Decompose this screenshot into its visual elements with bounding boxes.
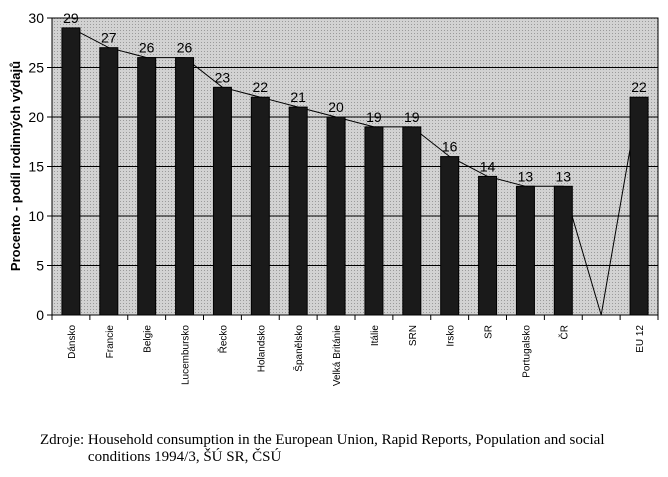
y-tick-label: 25: [28, 60, 44, 76]
data-label: 29: [63, 10, 79, 26]
bar: [402, 126, 422, 316]
y-axis-label: Procento - podíl rodinných výdajů: [8, 61, 23, 271]
y-axis: 0 5 10 15 20 25 30: [28, 10, 52, 323]
bars: 29 27 26 26 23 22 21 20 19 19 16 14 13 13 22: [61, 10, 649, 316]
bar: [515, 185, 535, 316]
bar: [553, 185, 573, 316]
y-tick-label: 0: [36, 307, 44, 323]
y-tick-label: 10: [28, 208, 44, 224]
x-tick-label: Velká Británie: [332, 325, 343, 387]
data-label: 20: [328, 99, 344, 115]
x-tick-label: Itálie: [370, 325, 381, 347]
bar: [137, 57, 157, 316]
source-label: Zdroje:: [40, 432, 85, 448]
source-text: Household consumption in the European Un…: [87, 432, 605, 465]
data-label: 22: [631, 79, 647, 95]
x-tick-label: SR: [484, 325, 495, 339]
data-label: 22: [253, 79, 269, 95]
data-label: 26: [139, 40, 155, 56]
bar: [250, 96, 270, 316]
x-tick-label: Francie: [105, 325, 116, 359]
x-tick-label: Řecko: [216, 325, 229, 354]
bar: [440, 156, 460, 316]
x-axis: Dánsko Francie Belgie Lucembursko Řecko Holan…: [51, 315, 659, 387]
x-tick-label: Irsko: [446, 325, 457, 347]
x-tick-label: Lucembursko: [181, 325, 192, 385]
bar: [629, 96, 649, 316]
data-label: 19: [366, 109, 382, 125]
bar: [61, 27, 81, 316]
data-label: 23: [215, 69, 231, 85]
bar: [478, 175, 498, 316]
x-tick-label: Dánsko: [67, 325, 78, 359]
x-tick-label: EU 12: [635, 325, 646, 353]
data-label: 13: [556, 168, 572, 184]
y-tick-label: 20: [28, 109, 44, 125]
data-label: 13: [518, 168, 534, 184]
bar: [212, 86, 232, 316]
data-label: 27: [101, 30, 117, 46]
y-tick-label: 30: [28, 10, 44, 26]
data-label: 14: [480, 158, 496, 174]
connector-line: [70, 27, 640, 316]
data-label: 26: [177, 40, 193, 56]
x-tick-label: Španělsko: [292, 325, 305, 372]
series-line: [70, 27, 640, 316]
bar: [288, 106, 308, 316]
x-tick-label: ČR: [557, 325, 570, 339]
source-note: Zdroje: Household consumption in the Eur…: [40, 432, 660, 466]
x-tick-label: SRN: [408, 325, 419, 346]
data-label: 21: [290, 89, 306, 105]
bar: [175, 57, 195, 316]
x-tick-label: Belgie: [143, 325, 154, 353]
data-label: 19: [404, 109, 420, 125]
bar: [364, 126, 384, 316]
x-tick-label: Holandsko: [256, 325, 267, 373]
bar: [326, 116, 346, 316]
bar: [99, 47, 119, 316]
y-tick-label: 15: [28, 159, 44, 175]
x-tick-label: Portugalsko: [521, 325, 532, 378]
y-tick-label: 5: [36, 258, 44, 274]
data-label: 16: [442, 139, 458, 155]
